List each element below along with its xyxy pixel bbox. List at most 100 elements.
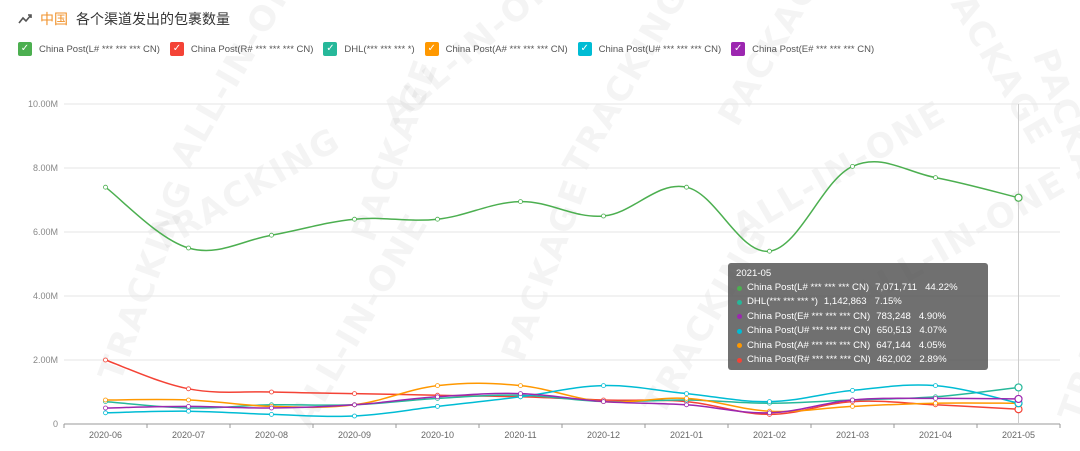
checkbox-checked-icon[interactable]: ✓ <box>577 42 592 56</box>
tooltip-percent: 4.05% <box>918 339 947 351</box>
data-point <box>186 403 191 409</box>
chart-title: 各个渠道发出的包裹数量 <box>76 11 230 27</box>
x-tick-label: 2020-08 <box>255 430 288 440</box>
x-tick-label: 2020-06 <box>89 430 122 440</box>
tooltip-value: 650,513 <box>876 325 912 337</box>
tooltip-value: 7,071,711 <box>875 282 918 293</box>
tooltip-percent: 7.15% <box>874 296 902 308</box>
x-tick-label: 2020-07 <box>172 430 205 440</box>
data-point <box>684 395 689 401</box>
data-point <box>435 403 440 409</box>
tooltip-series-name: China Post(E# *** *** *** CN) <box>747 310 871 322</box>
data-point <box>435 383 440 389</box>
y-tick-label: 2.00M <box>33 355 58 365</box>
tooltip-percent: 2.89% <box>919 353 947 365</box>
y-tick-label: 10.00M <box>28 99 58 109</box>
data-point <box>1014 394 1023 404</box>
chart-tooltip: 2021-05 China Post(L# *** *** *** CN) 7,0… <box>728 263 988 370</box>
tooltip-series-name: China Post(U# *** *** *** CN) <box>747 325 871 337</box>
legend-label: China Post(E# *** *** *** CN) <box>752 43 875 55</box>
checkbox-checked-icon[interactable]: ✓ <box>169 42 184 56</box>
data-point <box>1014 383 1023 392</box>
series-dot-icon <box>737 357 742 363</box>
data-point <box>601 383 606 389</box>
tooltip-value: 1,142,863 <box>823 296 867 308</box>
data-point <box>269 232 274 238</box>
series-line <box>105 161 1019 252</box>
tooltip-percent: 4.07% <box>919 325 947 337</box>
legend-label: China Post(U# *** *** *** CN) <box>598 43 722 55</box>
data-point <box>850 403 855 409</box>
tooltip-row: DHL(*** *** *** *) 1,142,863 7.15% <box>736 295 980 309</box>
checkbox-checked-icon[interactable]: ✓ <box>323 42 338 56</box>
data-point <box>601 213 606 219</box>
tooltip-value: 462,002 <box>876 353 912 365</box>
legend-item[interactable]: ✓ China Post(A# *** *** *** CN) <box>424 42 568 56</box>
data-point <box>103 184 108 190</box>
data-point <box>269 389 274 395</box>
data-point <box>186 386 191 392</box>
data-point <box>435 394 440 400</box>
data-point <box>269 405 274 411</box>
data-point <box>684 184 689 190</box>
data-point <box>186 397 191 403</box>
y-tick-label: 6.00M <box>33 227 58 237</box>
trend-line-icon <box>18 14 32 24</box>
checkbox-checked-icon[interactable]: ✓ <box>18 42 32 56</box>
tooltip-row: China Post(L# *** *** *** CN) 7,071,711 44… <box>736 281 980 295</box>
tooltip-value: 783,248 <box>876 310 911 322</box>
legend-item[interactable]: ✓ China Post(L# *** *** *** CN) <box>18 42 160 56</box>
data-point <box>186 408 191 414</box>
data-point <box>933 395 938 401</box>
y-tick-label: 4.00M <box>33 291 58 301</box>
tooltip-series-name: China Post(L# *** *** *** CN) <box>747 282 870 293</box>
series-line <box>105 392 1019 414</box>
data-point <box>352 402 357 408</box>
legend-label: China Post(R# *** *** *** CN) <box>190 43 314 55</box>
tooltip-value: 647,144 <box>876 339 911 351</box>
series-dot-icon <box>737 300 742 306</box>
series-dot-icon <box>737 285 742 291</box>
legend-item[interactable]: ✓ China Post(R# *** *** *** CN) <box>169 42 314 56</box>
tooltip-series-name: DHL(*** *** *** *) <box>747 296 818 308</box>
data-point <box>352 413 357 419</box>
data-point <box>933 400 938 406</box>
checkbox-checked-icon[interactable]: ✓ <box>731 42 746 56</box>
data-point <box>103 357 108 363</box>
data-point <box>933 383 938 389</box>
data-point <box>601 399 606 405</box>
data-point <box>103 405 108 411</box>
data-point <box>186 245 191 251</box>
region-label: 中国 <box>40 11 68 27</box>
data-point <box>850 387 855 393</box>
checkbox-checked-icon[interactable]: ✓ <box>424 42 439 56</box>
legend-item[interactable]: ✓ DHL(*** *** *** *) <box>323 42 415 56</box>
legend-item[interactable]: ✓ China Post(E# *** *** *** CN) <box>731 42 874 56</box>
data-point <box>352 391 357 397</box>
data-point <box>518 199 523 205</box>
tooltip-percent: 4.90% <box>918 310 947 322</box>
x-tick-label: 2021-02 <box>753 430 786 440</box>
x-tick-label: 2021-01 <box>670 430 703 440</box>
data-point <box>1014 193 1023 202</box>
x-tick-label: 2020-12 <box>587 430 620 440</box>
series-line <box>105 384 1019 418</box>
data-point <box>518 391 523 397</box>
tooltip-row: China Post(E# *** *** *** CN) 783,248 4.90… <box>736 310 980 324</box>
data-point <box>103 397 108 403</box>
x-tick-label: 2021-05 <box>1002 430 1035 440</box>
series-line <box>105 382 1019 413</box>
x-tick-label: 2020-10 <box>421 430 454 440</box>
chart-header: 中国 各个渠道发出的包裹数量 <box>18 8 230 30</box>
legend-item[interactable]: ✓ China Post(U# *** *** *** CN) <box>577 42 722 56</box>
legend-label: DHL(*** *** *** *) <box>344 43 415 55</box>
data-point <box>850 163 855 169</box>
x-tick-label: 2021-03 <box>836 430 869 440</box>
chart-legend: ✓ China Post(L# *** *** *** CN) ✓ China Pos… <box>18 40 884 58</box>
data-point <box>933 175 938 181</box>
x-tick-label: 2020-11 <box>504 430 536 440</box>
tooltip-percent: 44.22% <box>925 282 958 293</box>
tooltip-series-name: China Post(R# *** *** *** CN) <box>747 353 871 365</box>
data-point <box>518 383 523 389</box>
